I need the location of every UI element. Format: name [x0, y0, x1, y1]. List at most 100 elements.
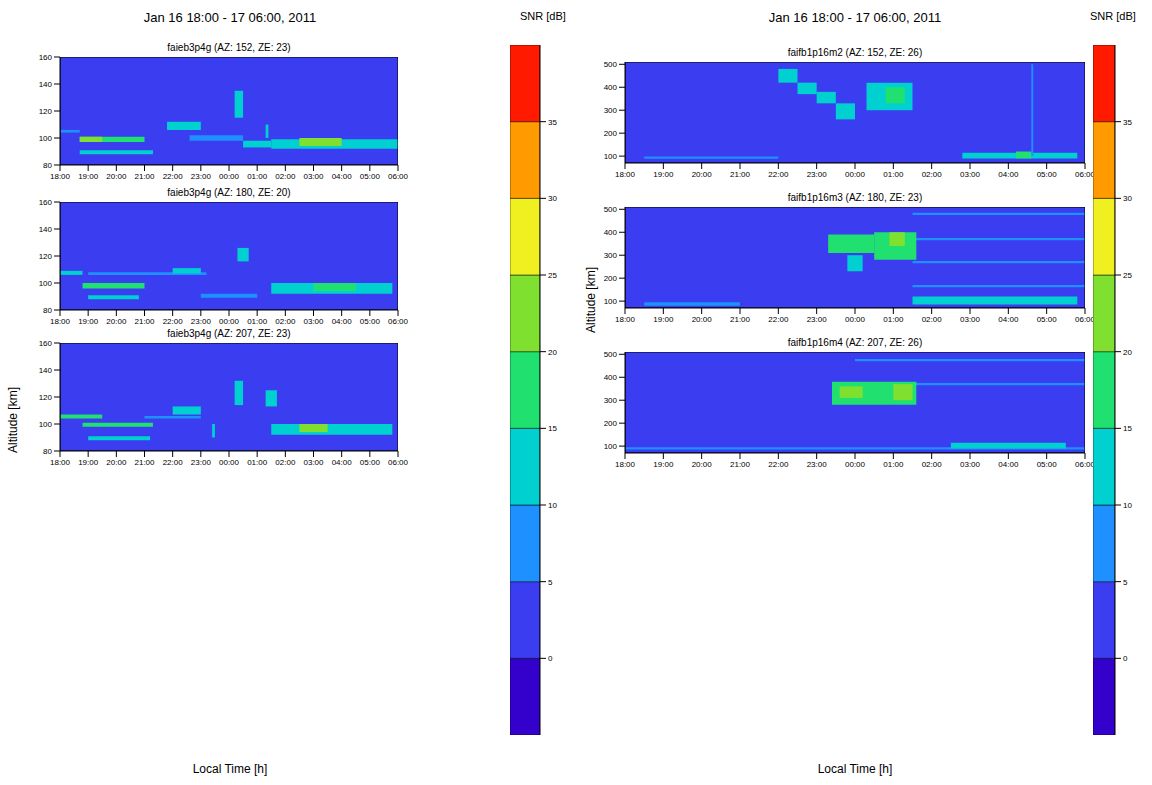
svg-text:400: 400	[604, 373, 618, 382]
svg-text:15: 15	[1123, 424, 1132, 433]
svg-text:0: 0	[1123, 654, 1128, 663]
svg-text:18:00: 18:00	[50, 458, 71, 467]
svg-text:15: 15	[548, 424, 557, 433]
svg-text:03:00: 03:00	[303, 458, 324, 467]
svg-text:06:00: 06:00	[1075, 170, 1096, 179]
svg-text:25: 25	[1123, 271, 1132, 280]
svg-text:00:00: 00:00	[219, 458, 240, 467]
svg-text:22:00: 22:00	[768, 315, 789, 324]
svg-text:10: 10	[1123, 501, 1132, 510]
svg-text:200: 200	[604, 129, 618, 138]
svg-text:02:00: 02:00	[275, 317, 296, 326]
svg-text:23:00: 23:00	[191, 172, 212, 181]
svg-text:23:00: 23:00	[807, 460, 828, 469]
svg-text:18:00: 18:00	[50, 172, 71, 181]
svg-text:21:00: 21:00	[730, 170, 751, 179]
svg-text:04:00: 04:00	[332, 458, 353, 467]
svg-text:20:00: 20:00	[106, 172, 127, 181]
svg-text:140: 140	[39, 366, 53, 375]
svg-text:21:00: 21:00	[730, 315, 751, 324]
svg-text:06:00: 06:00	[1075, 315, 1096, 324]
svg-text:160: 160	[39, 53, 53, 62]
svg-text:22:00: 22:00	[163, 317, 184, 326]
svg-text:20:00: 20:00	[692, 460, 713, 469]
svg-text:35: 35	[1123, 118, 1132, 127]
svg-text:01:00: 01:00	[883, 460, 904, 469]
svg-text:02:00: 02:00	[275, 172, 296, 181]
svg-text:04:00: 04:00	[332, 172, 353, 181]
svg-text:200: 200	[604, 274, 618, 283]
svg-text:19:00: 19:00	[653, 460, 674, 469]
svg-text:100: 100	[39, 279, 53, 288]
svg-text:100: 100	[604, 442, 618, 451]
svg-text:00:00: 00:00	[845, 460, 866, 469]
svg-text:500: 500	[604, 350, 618, 359]
svg-text:06:00: 06:00	[388, 172, 409, 181]
svg-text:18:00: 18:00	[615, 315, 636, 324]
svg-text:22:00: 22:00	[768, 460, 789, 469]
svg-text:19:00: 19:00	[78, 458, 99, 467]
svg-text:120: 120	[39, 107, 53, 116]
svg-text:04:00: 04:00	[332, 317, 353, 326]
svg-text:18:00: 18:00	[615, 460, 636, 469]
svg-text:02:00: 02:00	[922, 170, 943, 179]
svg-text:21:00: 21:00	[134, 317, 155, 326]
svg-text:300: 300	[604, 251, 618, 260]
svg-text:00:00: 00:00	[219, 317, 240, 326]
svg-text:18:00: 18:00	[50, 317, 71, 326]
svg-text:22:00: 22:00	[768, 170, 789, 179]
svg-text:20:00: 20:00	[106, 458, 127, 467]
svg-text:19:00: 19:00	[653, 170, 674, 179]
svg-text:00:00: 00:00	[845, 170, 866, 179]
svg-text:01:00: 01:00	[247, 317, 268, 326]
svg-text:00:00: 00:00	[845, 315, 866, 324]
svg-text:500: 500	[604, 60, 618, 69]
svg-text:80: 80	[43, 306, 52, 315]
svg-text:19:00: 19:00	[78, 317, 99, 326]
svg-text:23:00: 23:00	[807, 315, 828, 324]
svg-text:03:00: 03:00	[303, 172, 324, 181]
svg-text:01:00: 01:00	[883, 315, 904, 324]
svg-text:20:00: 20:00	[692, 315, 713, 324]
svg-text:04:00: 04:00	[998, 315, 1019, 324]
svg-text:100: 100	[39, 420, 53, 429]
svg-text:05:00: 05:00	[360, 172, 381, 181]
svg-text:05:00: 05:00	[360, 458, 381, 467]
svg-text:400: 400	[604, 83, 618, 92]
svg-text:5: 5	[1123, 578, 1128, 587]
svg-text:03:00: 03:00	[303, 317, 324, 326]
svg-text:06:00: 06:00	[388, 458, 409, 467]
svg-text:04:00: 04:00	[998, 460, 1019, 469]
svg-text:03:00: 03:00	[960, 315, 981, 324]
svg-text:160: 160	[39, 198, 53, 207]
svg-text:140: 140	[39, 225, 53, 234]
svg-text:300: 300	[604, 106, 618, 115]
svg-text:200: 200	[604, 419, 618, 428]
svg-text:23:00: 23:00	[807, 170, 828, 179]
svg-text:03:00: 03:00	[960, 460, 981, 469]
svg-text:02:00: 02:00	[922, 315, 943, 324]
svg-text:05:00: 05:00	[1037, 170, 1058, 179]
svg-text:100: 100	[604, 152, 618, 161]
svg-text:01:00: 01:00	[883, 170, 904, 179]
svg-text:300: 300	[604, 396, 618, 405]
svg-text:21:00: 21:00	[730, 460, 751, 469]
svg-text:100: 100	[39, 134, 53, 143]
svg-text:06:00: 06:00	[1075, 460, 1096, 469]
svg-text:18:00: 18:00	[615, 170, 636, 179]
svg-text:30: 30	[548, 194, 557, 203]
svg-text:21:00: 21:00	[134, 458, 155, 467]
svg-text:5: 5	[548, 578, 553, 587]
svg-text:05:00: 05:00	[360, 317, 381, 326]
svg-text:10: 10	[548, 501, 557, 510]
svg-text:04:00: 04:00	[998, 170, 1019, 179]
svg-text:30: 30	[1123, 194, 1132, 203]
svg-text:100: 100	[604, 297, 618, 306]
svg-text:19:00: 19:00	[78, 172, 99, 181]
svg-text:120: 120	[39, 393, 53, 402]
svg-text:23:00: 23:00	[191, 458, 212, 467]
svg-text:23:00: 23:00	[191, 317, 212, 326]
svg-text:01:00: 01:00	[247, 458, 268, 467]
svg-text:01:00: 01:00	[247, 172, 268, 181]
svg-text:35: 35	[548, 118, 557, 127]
